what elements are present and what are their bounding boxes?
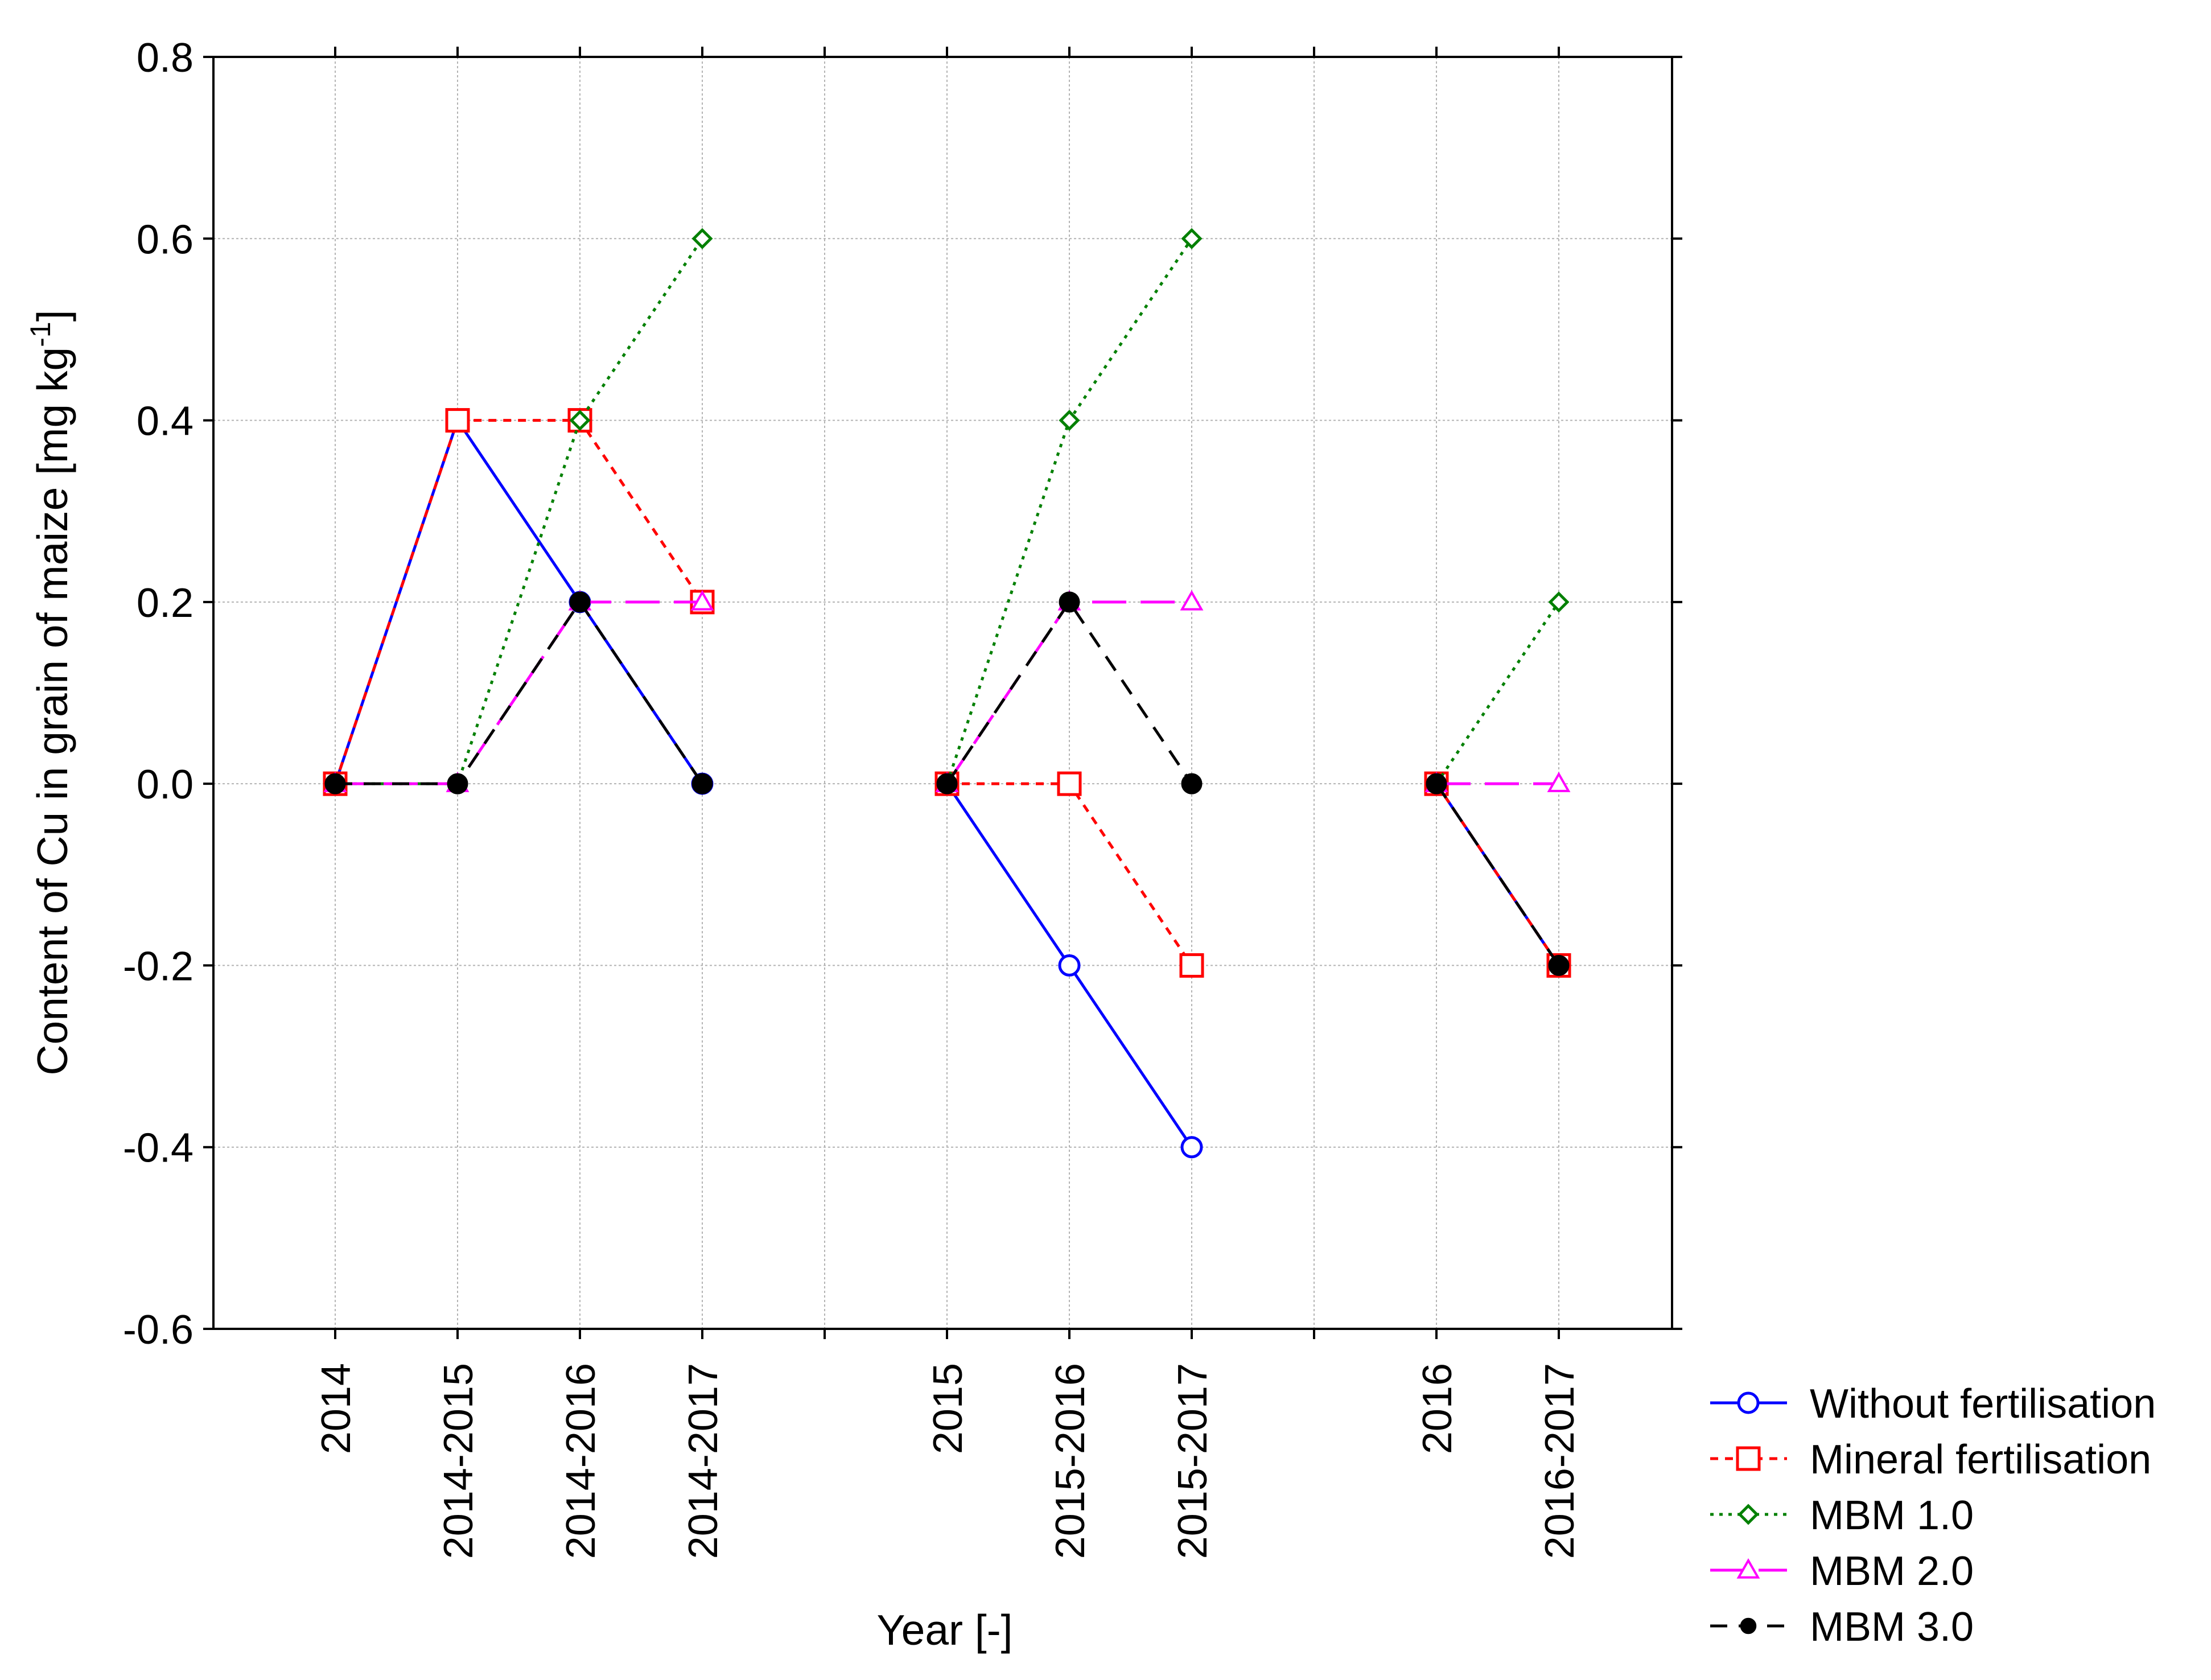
x-tick-label: 2015-2016 [1048, 1363, 1093, 1559]
legend-marker [1737, 1504, 1759, 1525]
data-point [1180, 590, 1204, 611]
legend-label: MBM 1.0 [1810, 1493, 1974, 1538]
series-line [1435, 601, 1561, 785]
axis-tick-labels: 2014 2014-2015 2014-2016 2014-2017 2015 2015-… [123, 35, 1583, 1559]
x-tick-label: 2014-2017 [681, 1363, 726, 1559]
y-tick-label: 0.0 [137, 762, 193, 808]
x-axis-title: Year [-] [876, 1606, 1012, 1654]
data-point [1548, 591, 1570, 613]
legend-item: MBM 1.0 [1710, 1493, 1974, 1538]
x-tick-label: 2016-2017 [1537, 1363, 1583, 1559]
y-tick-label: 0.6 [137, 217, 193, 262]
y-axis-title-main: Content of Cu in grain of maize [mg kg [28, 347, 76, 1076]
data-point [1059, 591, 1080, 613]
y-tick-label: 0.4 [137, 399, 193, 444]
data-point [1426, 773, 1447, 794]
x-tick-label: 2015-2017 [1170, 1363, 1216, 1559]
legend-marker [1737, 1391, 1760, 1414]
data-point [1059, 410, 1080, 431]
y-tick-label: 0.8 [137, 35, 193, 81]
data-point [1548, 954, 1570, 976]
legend-marker [1736, 1446, 1761, 1471]
legend-marker [1740, 1617, 1757, 1634]
axis-ticks [203, 47, 1682, 1339]
x-tick-label: 2014-2016 [558, 1363, 604, 1559]
series-line [1435, 783, 1561, 966]
series-mbm-3-0 [324, 591, 1570, 976]
data-point [690, 590, 714, 611]
data-point [936, 773, 958, 794]
data-point [691, 773, 713, 794]
series-line [333, 419, 704, 784]
data-point [1181, 228, 1203, 249]
y-axis-title-close: ] [28, 310, 76, 322]
x-tick-label: 2016 [1415, 1363, 1460, 1454]
series-line [945, 600, 1193, 785]
legend-label: MBM 2.0 [1810, 1549, 1974, 1594]
series-lines [323, 228, 1571, 1159]
data-point [691, 228, 713, 249]
y-tick-label: 0.2 [137, 580, 193, 626]
data-point [569, 410, 591, 431]
data-point [1058, 954, 1081, 977]
data-point [1547, 772, 1571, 792]
y-tick-label: -0.6 [123, 1307, 193, 1353]
data-point [445, 408, 470, 433]
data-point [1057, 771, 1082, 796]
data-point [1181, 773, 1203, 794]
x-tick-label: 2014 [314, 1363, 359, 1454]
data-point [1180, 1136, 1203, 1159]
legend: Without fertilisation Mineral fertilisati… [1710, 1381, 2156, 1650]
x-tick-label: 2015 [925, 1363, 971, 1454]
series-line [333, 419, 704, 785]
legend-marker [1736, 1558, 1760, 1579]
legend-item: Mineral fertilisation [1710, 1437, 2151, 1483]
data-point [1179, 953, 1204, 978]
data-point [569, 591, 591, 613]
legend-label: Mineral fertilisation [1810, 1437, 2151, 1483]
legend-item: MBM 3.0 [1710, 1604, 1974, 1650]
data-point [324, 773, 346, 794]
data-point [447, 773, 468, 794]
x-tick-label: 2014-2015 [436, 1363, 481, 1559]
y-tick-label: -0.2 [123, 944, 193, 989]
y-axis-title-superscript: -1 [24, 322, 56, 347]
legend-item: MBM 2.0 [1710, 1549, 1974, 1594]
legend-label: Without fertilisation [1810, 1381, 2156, 1427]
plot-area [212, 56, 1673, 1330]
y-axis-title: Content of Cu in grain of maize [mg kg-1… [24, 310, 76, 1075]
series-line [335, 600, 704, 785]
y-tick-label: -0.4 [123, 1126, 193, 1171]
legend-item: Without fertilisation [1710, 1381, 2156, 1427]
legend-label: MBM 3.0 [1810, 1604, 1974, 1650]
